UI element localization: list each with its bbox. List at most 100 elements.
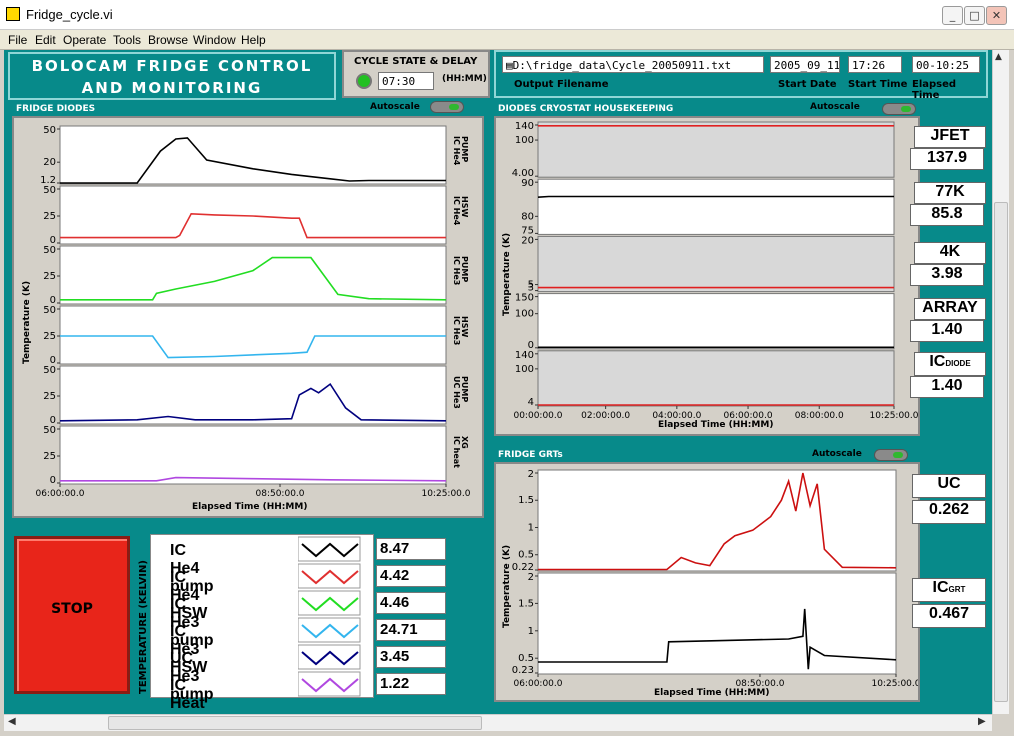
series-side-label-line2: HSW — [460, 316, 469, 337]
horizontal-scrollbar[interactable]: ◀ ▶ — [4, 714, 992, 731]
cycle-delay-field[interactable]: 07:30 — [378, 72, 434, 90]
ic-diode-label: ICDIODE — [914, 352, 986, 376]
close-button[interactable]: ✕ — [986, 6, 1007, 25]
y-tick-label: 1.5 — [518, 495, 534, 506]
menu-window[interactable]: Window — [193, 33, 236, 47]
minimize-button[interactable]: _ — [942, 6, 963, 25]
y-tick-label: 0.23 — [512, 665, 534, 676]
ic-grt-label: ICGRT — [912, 578, 986, 602]
series-side-label-line2: PUMP — [460, 136, 469, 162]
y-tick-label: 0.5 — [518, 653, 534, 664]
panel-title-line2: AND MONITORING — [81, 79, 263, 97]
cryostat-plot[interactable]: 1401004.0090807520531501000140100400:00:… — [496, 118, 918, 434]
menu-help[interactable]: Help — [241, 33, 266, 47]
y-tick-label: 25 — [43, 211, 56, 222]
menu-operate[interactable]: Operate — [63, 33, 107, 47]
y-tick-label: 150 — [515, 293, 534, 304]
plot-area-0 — [537, 121, 895, 178]
y-tick-label: 1 — [528, 626, 534, 637]
scroll-up-icon[interactable]: ▲ — [995, 52, 1002, 62]
menu-bar: File Edit Operate Tools Browse Window He… — [0, 30, 1014, 50]
elapsed-time-field[interactable]: 00-10:25 — [912, 56, 980, 73]
series-line-ic-he3-pump — [60, 256, 447, 301]
output-filename-field[interactable]: ▤D:\fridge_data\Cycle_20050911.txt — [502, 56, 764, 73]
menu-browse[interactable]: Browse — [148, 33, 189, 47]
start-time-field[interactable]: 17:26 — [848, 56, 902, 73]
cycle-state-led[interactable] — [356, 73, 372, 89]
legend-swatch-uc-he3-pump — [301, 650, 359, 666]
horizontal-scroll-thumb[interactable] — [108, 716, 482, 730]
legend-name-ic-he4-pump: IC He4 pump — [170, 542, 214, 595]
panel-title-line1: BOLOCAM FRIDGE CONTROL — [31, 57, 313, 75]
series-side-label-line1: IC He4 — [452, 136, 461, 166]
grts-graph: 2 1.5 1 0.5 0.22 2 1.5 1 0.5 0.23 06:00:00.0 08:50:… — [494, 462, 920, 702]
menu-file[interactable]: File — [8, 33, 28, 47]
title-box: BOLOCAM FRIDGE CONTROL AND MONITORING — [8, 52, 336, 100]
jfet-value: 137.9 — [910, 148, 984, 170]
series-side-label-line1: IC He3 — [452, 256, 461, 285]
diodes-autoscale-toggle[interactable] — [430, 101, 464, 113]
uc-label: UC — [912, 474, 986, 498]
menu-edit[interactable]: Edit — [35, 33, 56, 47]
scroll-left-icon[interactable]: ◀ — [8, 716, 16, 727]
grts-autoscale-label: Autoscale — [812, 449, 862, 459]
fridge-diodes-title: FRIDGE DIODES — [16, 104, 96, 114]
legend-value-ic-he3-pump: 4.46 — [376, 592, 446, 614]
uc-value: 0.262 — [912, 500, 986, 524]
series-side-label-line1: IC He3 — [452, 316, 461, 345]
y-tick-label: 25 — [43, 391, 56, 402]
y-tick-label: 100 — [515, 309, 534, 320]
y-tick-label: 1.2 — [40, 175, 56, 186]
series-side-label-line1: IC He4 — [452, 196, 461, 226]
legend-value-ic-he3-hsw: 24.71 — [376, 619, 446, 641]
x-tick-label: 06:00:00.0 — [513, 679, 562, 689]
vertical-scrollbar[interactable]: ▲ — [992, 50, 1009, 714]
legend-name-ic-he3-hsw: IC He3 HSW — [170, 623, 208, 676]
plot-area-4 — [537, 350, 895, 407]
y-tick-label: 100 — [515, 364, 534, 375]
77k-value: 85.8 — [910, 204, 984, 226]
y-tick-label: 0 — [50, 355, 56, 366]
maximize-button[interactable]: □ — [964, 6, 985, 25]
x-tick-label: 00:00:00.0 — [513, 411, 562, 421]
77k-label: 77K — [914, 182, 986, 204]
vertical-scroll-thumb[interactable] — [994, 202, 1008, 702]
output-filename-value: D:\fridge_data\Cycle_20050911.txt — [512, 59, 732, 72]
y-tick-label: 1 — [528, 522, 534, 533]
x-tick-label: 08:50:00.0 — [735, 679, 784, 689]
window-title: Fridge_cycle.vi — [26, 7, 113, 22]
grts-autoscale-toggle[interactable] — [874, 449, 908, 461]
cryostat-autoscale-toggle[interactable] — [882, 103, 916, 115]
series-line-uc-he3-pump — [59, 382, 447, 422]
legend-swatch-ic-he3-pump — [301, 596, 359, 612]
plot-area-3 — [537, 293, 895, 350]
y-tick-label: 50 — [43, 125, 56, 136]
cycle-delay-unit: (HH:MM) — [442, 74, 487, 84]
x-tick-label: 08:00:00.0 — [795, 411, 844, 421]
x-tick-label: 08:50:00.0 — [256, 489, 305, 499]
cryostat-x-axis-label: Elapsed Time (HH:MM) — [658, 420, 774, 430]
menu-tools[interactable]: Tools — [113, 33, 142, 47]
y-tick-label: 2 — [528, 469, 534, 480]
scroll-right-icon[interactable]: ▶ — [978, 716, 986, 727]
y-tick-label: 100 — [515, 135, 534, 146]
legend-value-uc-he3-pump: 3.45 — [376, 646, 446, 668]
series-side-label-line2: HSW — [460, 196, 469, 217]
ic-grt-label-sub: GRT — [948, 585, 966, 594]
y-tick-label: 50 — [43, 305, 56, 316]
window-title-bar[interactable]: Fridge_cycle.vi _ □ ✕ — [0, 0, 1014, 30]
legend-name-ic-he3-pump: IC He3 pump — [170, 596, 214, 649]
y-tick-label: 90 — [521, 178, 534, 189]
ic-diode-label-main: IC — [929, 353, 946, 370]
series-side-label-line1: IC heat — [452, 436, 461, 468]
y-tick-label: 0.5 — [518, 550, 534, 561]
start-date-field[interactable]: 2005_09_11 — [770, 56, 840, 73]
series-side-label: IC He4 PUMP — [452, 136, 469, 166]
start-date-label: Start Date — [778, 79, 837, 90]
stop-button[interactable]: STOP — [14, 536, 130, 694]
y-tick-label: 140 — [515, 350, 534, 361]
y-tick-label: 50 — [43, 365, 56, 376]
y-tick-label: 2 — [528, 572, 534, 583]
